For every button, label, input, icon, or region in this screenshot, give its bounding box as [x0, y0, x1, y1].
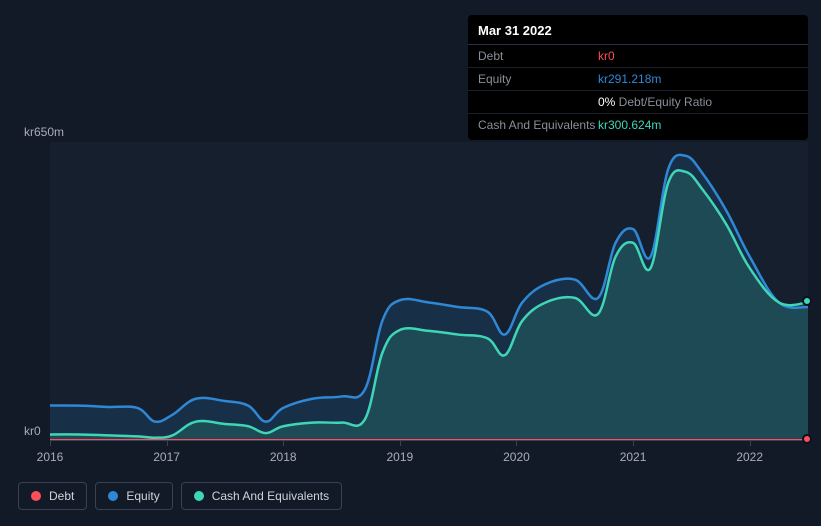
tooltip-row-value: 0% Debt/Equity Ratio: [598, 95, 712, 109]
tooltip-row-label: Equity: [478, 72, 598, 86]
tooltip-row-value: kr0: [598, 49, 615, 63]
tooltip-row: Debtkr0: [468, 45, 808, 68]
x-tick-mark: [750, 440, 751, 446]
legend-item-equity[interactable]: Equity: [95, 482, 172, 510]
tooltip-row: Equitykr291.218m: [468, 68, 808, 91]
x-tick-mark: [633, 440, 634, 446]
tooltip-date: Mar 31 2022: [468, 15, 808, 45]
legend-item-cash-and-equivalents[interactable]: Cash And Equivalents: [181, 482, 342, 510]
y-axis-min-label: kr0: [24, 424, 41, 438]
x-tick-label: 2019: [386, 450, 413, 464]
chart-tooltip: Mar 31 2022 Debtkr0Equitykr291.218m0% De…: [468, 15, 808, 140]
legend-label: Debt: [49, 489, 74, 503]
y-axis-max-label: kr650m: [24, 125, 64, 139]
x-axis: 2016201720182019202020212022: [50, 440, 808, 460]
x-tick-mark: [167, 440, 168, 446]
chart-legend: Debt Equity Cash And Equivalents: [18, 482, 342, 510]
x-tick-label: 2016: [37, 450, 64, 464]
x-tick-mark: [283, 440, 284, 446]
legend-label: Cash And Equivalents: [212, 489, 329, 503]
x-tick-label: 2017: [153, 450, 180, 464]
series-marker: [802, 434, 812, 444]
tooltip-row-label: Cash And Equivalents: [478, 118, 598, 132]
legend-swatch: [108, 491, 118, 501]
x-tick-label: 2021: [620, 450, 647, 464]
legend-label: Equity: [126, 489, 159, 503]
tooltip-row-label: Debt: [478, 49, 598, 63]
legend-item-debt[interactable]: Debt: [18, 482, 87, 510]
chart-plot-area[interactable]: [50, 142, 808, 440]
x-tick-mark: [50, 440, 51, 446]
legend-swatch: [194, 491, 204, 501]
x-tick-label: 2018: [270, 450, 297, 464]
tooltip-row-value: kr300.624m: [598, 118, 661, 132]
x-tick-mark: [516, 440, 517, 446]
tooltip-row-label: [478, 95, 598, 109]
legend-swatch: [31, 491, 41, 501]
x-tick-label: 2020: [503, 450, 530, 464]
tooltip-row-value: kr291.218m: [598, 72, 661, 86]
tooltip-row: 0% Debt/Equity Ratio: [468, 91, 808, 114]
x-tick-mark: [400, 440, 401, 446]
tooltip-row: Cash And Equivalentskr300.624m: [468, 114, 808, 140]
series-marker: [802, 296, 812, 306]
x-tick-label: 2022: [736, 450, 763, 464]
